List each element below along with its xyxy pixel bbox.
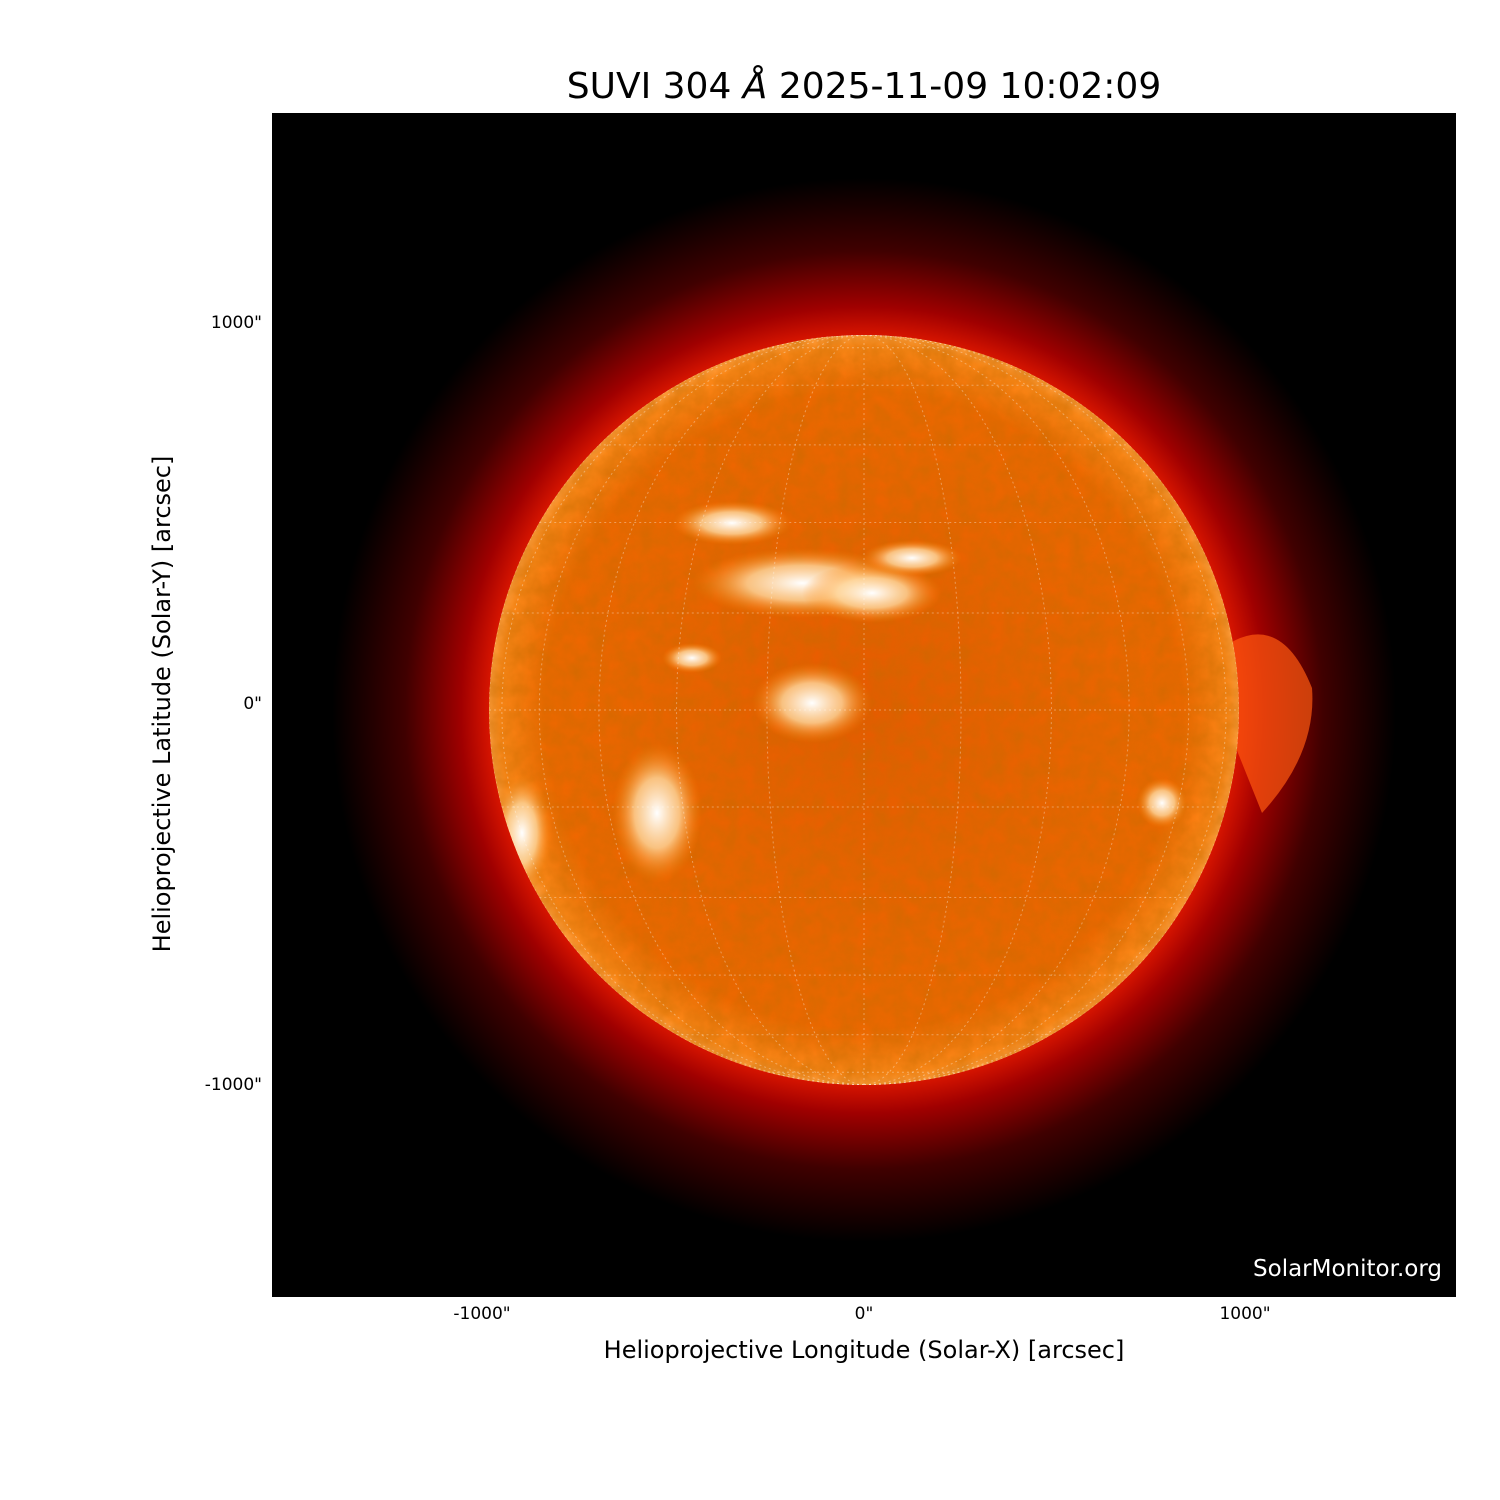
- bright-region: [862, 540, 962, 576]
- bright-region: [662, 643, 722, 673]
- y-tick-label: 0": [243, 694, 262, 714]
- bright-region: [1137, 778, 1187, 828]
- grid-meridian: [598, 335, 865, 1085]
- bright-region: [612, 743, 702, 883]
- bright-region: [802, 563, 942, 623]
- grid-meridian: [863, 335, 1130, 1085]
- limb-prominence: [1230, 634, 1313, 813]
- y-axis-label: Helioprojective Latitude (Solar-Y) [arcs…: [148, 455, 176, 953]
- bright-region: [672, 501, 792, 545]
- y-tick-label: -1000": [204, 1075, 262, 1095]
- x-tick-label: 0": [854, 1304, 874, 1324]
- grid-meridian: [863, 335, 1190, 1085]
- active-regions: [492, 501, 1187, 893]
- grid-meridian: [501, 335, 865, 1085]
- grid-meridian: [863, 335, 1227, 1085]
- chart-title: SUVI 304 Å 2025-11-09 10:02:09: [566, 66, 1162, 107]
- x-tick-label: 1000": [1219, 1304, 1271, 1324]
- watermark: SolarMonitor.org: [1253, 1256, 1442, 1282]
- bright-region: [752, 663, 872, 743]
- solar-image-axes: [272, 113, 1456, 1297]
- grid-meridian: [538, 335, 865, 1085]
- x-tick-label: -1000": [453, 1304, 511, 1324]
- x-axis-label: Helioprojective Longitude (Solar-X) [arc…: [603, 1336, 1125, 1364]
- y-tick-label: 1000": [210, 313, 262, 333]
